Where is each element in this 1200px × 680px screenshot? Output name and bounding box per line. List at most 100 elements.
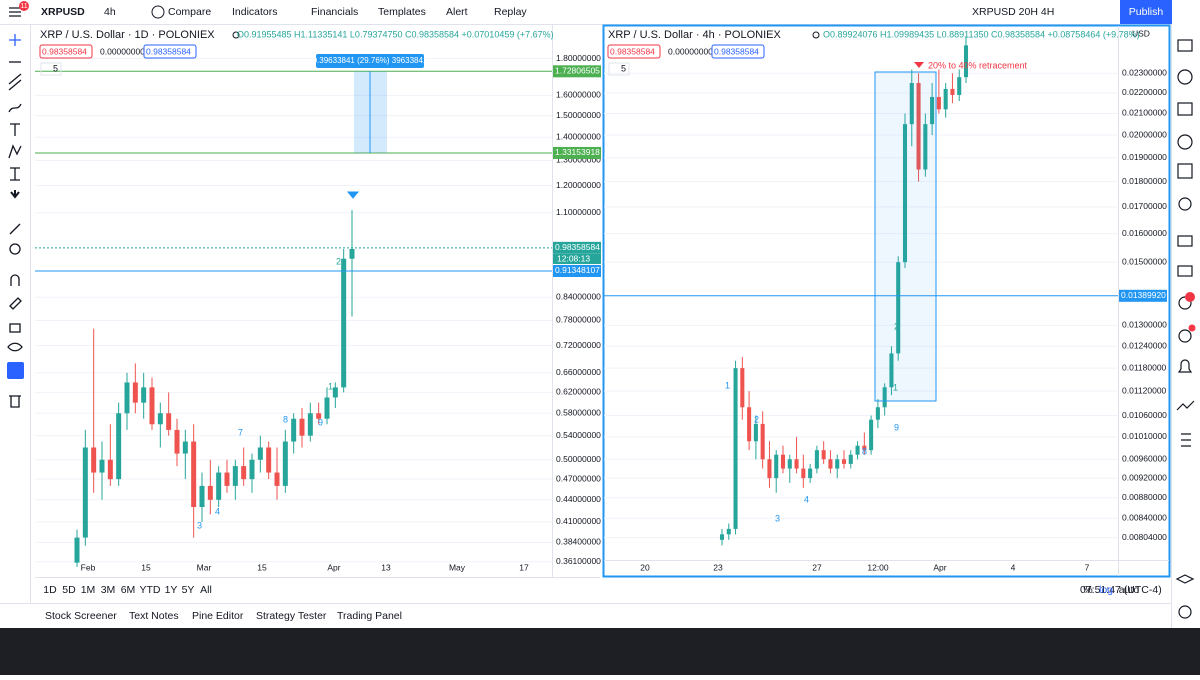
menu-icon[interactable] bbox=[9, 7, 21, 17]
candle-body bbox=[835, 459, 840, 469]
range-button[interactable]: 5D bbox=[62, 584, 76, 596]
candle-body bbox=[216, 472, 222, 500]
ideas-icon[interactable] bbox=[1178, 197, 1192, 211]
compare[interactable]: Compare bbox=[168, 6, 211, 18]
retracement-note: 20% to 40% retracement bbox=[928, 60, 1028, 70]
templates[interactable]: Templates bbox=[378, 6, 426, 18]
financials[interactable]: Financials bbox=[311, 6, 358, 18]
range-button[interactable]: 5Y bbox=[182, 584, 195, 596]
candle-body bbox=[726, 528, 731, 535]
sequence-count: 4 bbox=[804, 494, 809, 504]
magnet-tool[interactable] bbox=[10, 274, 20, 286]
scale-option[interactable]: auto bbox=[1119, 584, 1140, 596]
range-button[interactable]: 3M bbox=[101, 584, 116, 596]
sequence-count: 1 bbox=[328, 381, 333, 391]
bottom-tab[interactable]: Stock Screener bbox=[45, 610, 117, 622]
messages-icon[interactable] bbox=[1177, 265, 1193, 277]
fib-tool[interactable] bbox=[8, 73, 22, 91]
y-tick-label: 0.00880000 bbox=[1122, 492, 1167, 502]
indicator-toggle[interactable] bbox=[40, 62, 62, 76]
lock-tool[interactable] bbox=[9, 323, 21, 333]
trading-icon[interactable] bbox=[1176, 400, 1195, 411]
countdown: 12:08:13 bbox=[557, 253, 590, 263]
y-tick-label: 0.62000000 bbox=[556, 387, 601, 397]
order-panel-icon[interactable] bbox=[1181, 433, 1191, 447]
scale-option[interactable]: % bbox=[1083, 584, 1092, 596]
link-tool[interactable] bbox=[7, 362, 24, 379]
pattern-tool[interactable] bbox=[8, 144, 22, 159]
trash-tool[interactable] bbox=[9, 395, 21, 408]
replay[interactable]: Replay bbox=[494, 6, 527, 18]
range-button[interactable]: YTD bbox=[140, 584, 161, 596]
chat-icon[interactable] bbox=[1177, 235, 1193, 247]
broadcast-icon[interactable] bbox=[1178, 329, 1192, 343]
price-box-text: 0.98358584 bbox=[714, 46, 759, 56]
layers-icon[interactable] bbox=[1175, 574, 1195, 584]
bottom-tab[interactable]: Pine Editor bbox=[192, 610, 244, 622]
zoom-tool[interactable] bbox=[9, 243, 21, 255]
calendar-icon[interactable] bbox=[1177, 134, 1193, 150]
hide-tool[interactable] bbox=[7, 342, 23, 352]
draw-mode[interactable] bbox=[9, 297, 22, 310]
brush-tool[interactable] bbox=[8, 103, 22, 113]
bottom-tab[interactable]: Strategy Tester bbox=[256, 610, 327, 622]
range-button[interactable]: 1M bbox=[81, 584, 96, 596]
text-tool[interactable] bbox=[10, 123, 20, 136]
publish-label[interactable]: Publish bbox=[1129, 6, 1164, 18]
y-tick-label: 1.40000000 bbox=[556, 132, 601, 142]
range-button[interactable]: 6M bbox=[121, 584, 136, 596]
candle-body bbox=[923, 124, 928, 170]
bottom-tab[interactable]: Trading Panel bbox=[337, 610, 402, 622]
menu-badge bbox=[19, 1, 29, 11]
interval[interactable]: 4h bbox=[104, 6, 116, 18]
y-tick-label: 0.01060000 bbox=[1122, 410, 1167, 420]
data-window-icon[interactable] bbox=[1177, 102, 1193, 116]
candle-body bbox=[149, 387, 155, 425]
candle-body bbox=[902, 124, 908, 263]
scale-option[interactable]: log bbox=[1099, 584, 1113, 596]
x-tick-label: 15 bbox=[257, 562, 267, 572]
cross-tool[interactable] bbox=[9, 34, 21, 46]
alert[interactable]: Alert bbox=[446, 6, 468, 18]
help-icon[interactable] bbox=[1178, 605, 1192, 619]
price-box-text: 0.98358584 bbox=[146, 46, 191, 56]
indicator-toggle[interactable] bbox=[608, 62, 630, 76]
indicators[interactable]: Indicators bbox=[232, 6, 278, 18]
y-tick-label: 1.80000000 bbox=[556, 53, 601, 63]
candle-body bbox=[257, 447, 263, 460]
candle-body bbox=[787, 459, 792, 469]
range-button[interactable]: 1Y bbox=[165, 584, 178, 596]
range-button[interactable]: All bbox=[200, 584, 212, 596]
candle-body bbox=[266, 447, 272, 473]
y-tick-label: 0.78000000 bbox=[556, 315, 601, 325]
sequence-count: 9 bbox=[894, 422, 899, 432]
y-tick-label: 0.44000000 bbox=[556, 494, 601, 504]
candle-body bbox=[896, 262, 901, 354]
notify-badge bbox=[1185, 292, 1195, 302]
y-tick-label: 0.01600000 bbox=[1122, 228, 1167, 238]
y-tick-label: 0.01800000 bbox=[1122, 176, 1167, 186]
watchlist-icon[interactable] bbox=[1177, 39, 1193, 52]
symbol[interactable]: XRPUSD bbox=[41, 6, 85, 18]
forecast-tool[interactable] bbox=[10, 167, 20, 181]
arrow-tool[interactable] bbox=[10, 190, 20, 199]
candle-body bbox=[141, 387, 147, 403]
layout-name[interactable]: XRPUSD 20H 4H bbox=[972, 6, 1054, 18]
x-tick-label: Feb bbox=[81, 562, 96, 572]
alerts-icon[interactable] bbox=[1177, 69, 1193, 85]
range-button[interactable]: 1D bbox=[43, 584, 57, 596]
y-tick-label: 1.30000000 bbox=[556, 155, 601, 165]
candle-body bbox=[740, 368, 745, 408]
taskbar bbox=[0, 628, 1200, 675]
candle-body bbox=[116, 413, 122, 480]
publish-button[interactable] bbox=[1120, 0, 1172, 24]
notifications-icon[interactable] bbox=[1177, 359, 1193, 373]
sequence-count: 8 bbox=[862, 446, 867, 456]
candle-body bbox=[869, 419, 874, 451]
bottom-tab[interactable]: Text Notes bbox=[129, 610, 179, 622]
y-tick-label: 0.00804000 bbox=[1122, 532, 1167, 542]
hotlist-icon[interactable] bbox=[1177, 163, 1193, 179]
price-label: 1.72806505 bbox=[555, 66, 600, 76]
price-label-bg bbox=[553, 146, 601, 159]
ruler-tool[interactable] bbox=[9, 223, 21, 235]
